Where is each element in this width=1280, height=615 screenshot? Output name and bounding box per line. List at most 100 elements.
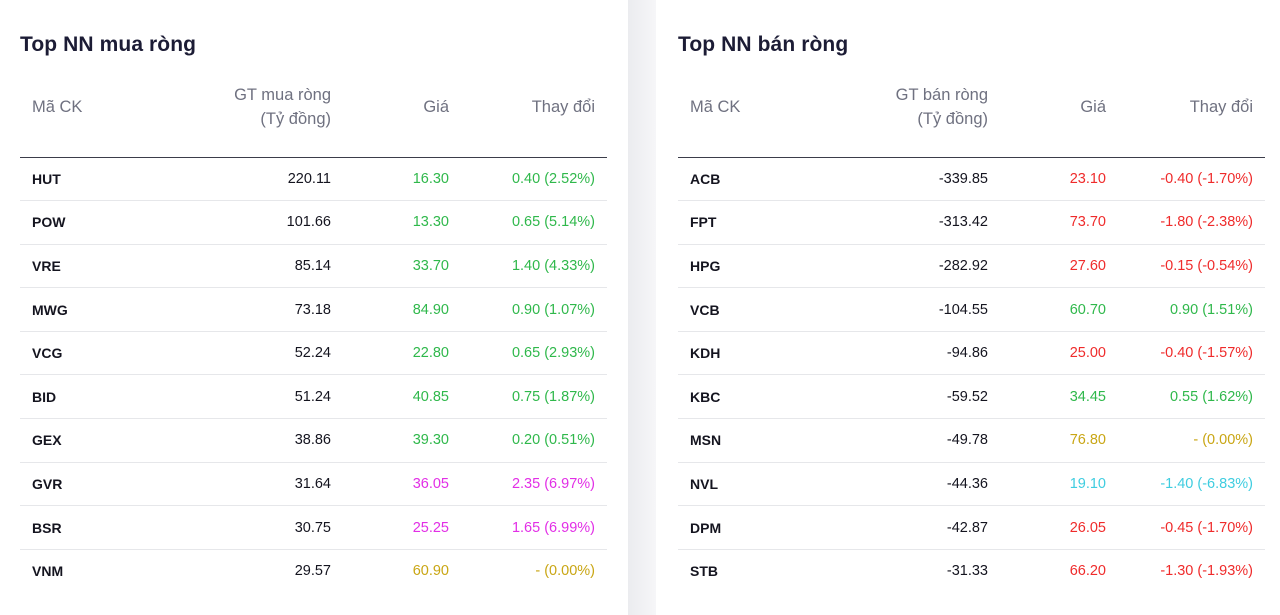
price-cell: 26.05 [988, 505, 1106, 550]
net-value-cell: 38.86 [130, 418, 331, 463]
table-row[interactable]: MWG 73.18 84.90 0.90 (1.07%) [20, 287, 607, 332]
price-cell: 34.45 [988, 374, 1106, 420]
header-price[interactable]: Giá [988, 58, 1106, 158]
change-cell: 1.40 (4.33%) [449, 244, 607, 289]
panel-title: Top NN bán ròng [678, 33, 849, 56]
change-cell: 2.35 (6.97%) [449, 462, 607, 507]
table-row[interactable]: KBC -59.52 34.45 0.55 (1.62%) [678, 374, 1265, 420]
symbol-cell[interactable]: STB [690, 563, 718, 580]
change-cell: -1.80 (-2.38%) [1106, 200, 1265, 245]
table-row[interactable]: ACB -339.85 23.10 -0.40 (-1.70%) [678, 157, 1265, 202]
net-value-cell: -339.85 [788, 157, 988, 202]
symbol-cell[interactable]: FPT [678, 200, 788, 245]
header-change[interactable]: Thay đổi [1106, 58, 1265, 158]
symbol-cell[interactable]: VCG [20, 331, 130, 376]
table-row[interactable]: VCG 52.24 22.80 0.65 (2.93%) [20, 331, 607, 376]
net-sell-table: Mã CK GT bán ròng (Tỷ đồng) Giá Thay đổi… [678, 58, 1265, 593]
net-value-cell: -94.86 [788, 331, 988, 376]
change-cell: 1.65 (6.99%) [449, 505, 607, 550]
table-row[interactable]: VCB -104.55 60.70 0.90 (1.51%) [678, 287, 1265, 332]
table-row[interactable]: BID 51.24 40.85 0.75 (1.87%) [20, 374, 607, 420]
symbol-cell[interactable]: VNM [32, 563, 64, 580]
top-net-buy-panel: Top NN mua ròng Mã CK GT mua ròng (Tỷ đồ… [0, 0, 628, 615]
price-cell: 19.10 [988, 462, 1106, 507]
change-cell: -0.15 (-0.54%) [1106, 244, 1265, 289]
symbol-cell[interactable]: MWG [20, 287, 130, 332]
symbol-cell[interactable]: NVL [678, 462, 788, 507]
header-net-value-line1: GT bán ròng [895, 86, 988, 105]
change-cell: -0.45 (-1.70%) [1106, 505, 1265, 550]
net-buy-table: Mã CK GT mua ròng (Tỷ đồng) Giá Thay đổi… [20, 58, 607, 593]
header-change[interactable]: Thay đổi [449, 58, 607, 158]
symbol-cell[interactable]: GVR [20, 462, 130, 507]
price-cell: 22.80 [331, 331, 449, 376]
price-cell: 36.05 [331, 462, 449, 507]
change-cell: 0.75 (1.87%) [449, 374, 607, 420]
table-row[interactable]: POW 101.66 13.30 0.65 (5.14%) [20, 200, 607, 245]
net-value-cell: 51.24 [130, 374, 331, 420]
net-value-cell: -104.55 [788, 287, 988, 332]
table-row[interactable]: GEX 38.86 39.30 0.20 (0.51%) [20, 418, 607, 463]
net-value-cell: -49.78 [788, 418, 988, 463]
table-row[interactable]: FPT -313.42 73.70 -1.80 (-2.38%) [678, 200, 1265, 245]
header-net-value[interactable]: GT bán ròng (Tỷ đồng) [788, 58, 988, 158]
change-cell: 0.20 (0.51%) [449, 418, 607, 463]
symbol-cell[interactable]: VRE [20, 244, 130, 289]
price-cell: 25.25 [331, 505, 449, 550]
change-cell: -1.30 (-1.93%) [1160, 563, 1253, 580]
table-row[interactable]: DPM -42.87 26.05 -0.45 (-1.70%) [678, 505, 1265, 550]
symbol-cell[interactable]: BID [20, 374, 130, 420]
symbol-cell[interactable]: HPG [678, 244, 788, 289]
change-cell: - (0.00%) [535, 563, 595, 580]
header-net-value-unit: (Tỷ đồng) [260, 110, 331, 129]
net-value-cell: -31.33 [946, 563, 988, 580]
symbol-cell[interactable]: DPM [678, 505, 788, 550]
header-net-value-line1: GT mua ròng [234, 86, 331, 105]
net-value-cell: 29.57 [294, 563, 331, 580]
price-cell: 84.90 [331, 287, 449, 332]
header-net-value[interactable]: GT mua ròng (Tỷ đồng) [130, 58, 331, 158]
table-row[interactable]: NVL -44.36 19.10 -1.40 (-6.83%) [678, 462, 1265, 507]
table-row[interactable]: VNM 29.57 60.90 - (0.00%) [20, 549, 607, 593]
table-row[interactable]: HPG -282.92 27.60 -0.15 (-0.54%) [678, 244, 1265, 289]
net-value-cell: 85.14 [130, 244, 331, 289]
price-cell: 73.70 [988, 200, 1106, 245]
change-cell: -1.40 (-6.83%) [1106, 462, 1265, 507]
header-symbol[interactable]: Mã CK [20, 58, 130, 158]
table-row[interactable]: GVR 31.64 36.05 2.35 (6.97%) [20, 462, 607, 507]
symbol-cell[interactable]: ACB [678, 157, 788, 202]
price-cell: 13.30 [331, 200, 449, 245]
symbol-cell[interactable]: KBC [678, 374, 788, 420]
price-cell: 66.20 [1069, 563, 1106, 580]
price-cell: 33.70 [331, 244, 449, 289]
price-cell: 16.30 [331, 157, 449, 202]
panel-title: Top NN mua ròng [20, 33, 197, 56]
symbol-cell[interactable]: HUT [20, 157, 130, 202]
change-cell: 0.40 (2.52%) [449, 157, 607, 202]
symbol-cell[interactable]: POW [20, 200, 130, 245]
symbol-cell[interactable]: VCB [678, 287, 788, 332]
net-value-cell: 101.66 [130, 200, 331, 245]
symbol-cell[interactable]: GEX [20, 418, 130, 463]
change-cell: -0.40 (-1.70%) [1106, 157, 1265, 202]
table-row[interactable]: STB -31.33 66.20 -1.30 (-1.93%) [678, 549, 1265, 593]
symbol-cell[interactable]: MSN [678, 418, 788, 463]
net-value-cell: 31.64 [130, 462, 331, 507]
net-value-cell: 73.18 [130, 287, 331, 332]
table-row[interactable]: MSN -49.78 76.80- (0.00%) [678, 418, 1265, 463]
change-cell: -0.40 (-1.57%) [1106, 331, 1265, 376]
net-value-cell: -59.52 [788, 374, 988, 420]
change-cell: - (0.00%) [1106, 418, 1265, 463]
header-symbol[interactable]: Mã CK [678, 58, 788, 158]
header-price[interactable]: Giá [331, 58, 449, 158]
symbol-cell[interactable]: KDH [678, 331, 788, 376]
table-row[interactable]: VRE 85.14 33.70 1.40 (4.33%) [20, 244, 607, 289]
net-value-cell: 30.75 [130, 505, 331, 550]
price-cell: 40.85 [331, 374, 449, 420]
net-value-cell: -44.36 [788, 462, 988, 507]
change-cell: 0.90 (1.07%) [449, 287, 607, 332]
table-row[interactable]: KDH -94.86 25.00 -0.40 (-1.57%) [678, 331, 1265, 376]
symbol-cell[interactable]: BSR [20, 505, 130, 550]
table-row[interactable]: HUT 220.11 16.30 0.40 (2.52%) [20, 157, 607, 202]
table-row[interactable]: BSR 30.75 25.25 1.65 (6.99%) [20, 505, 607, 550]
